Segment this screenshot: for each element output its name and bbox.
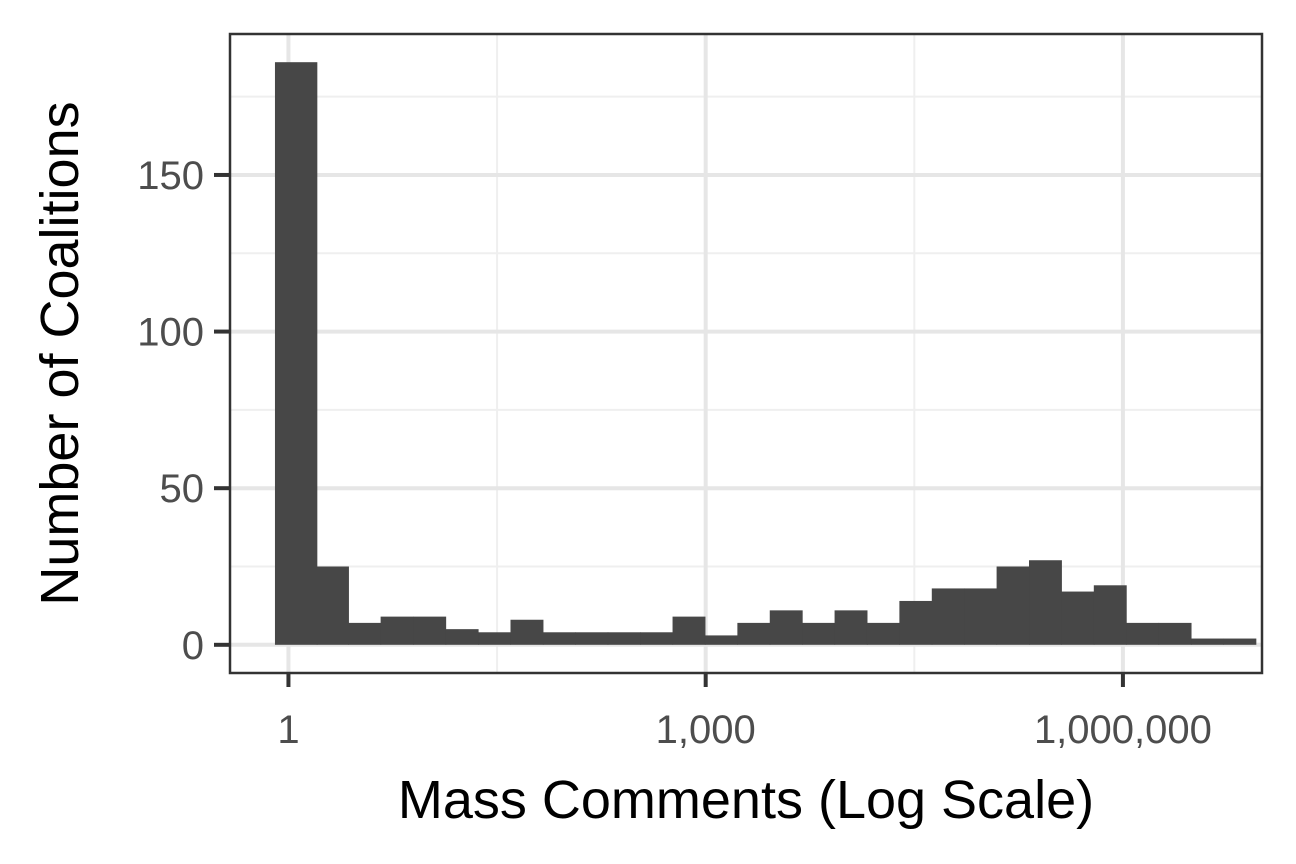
histogram-bar xyxy=(348,622,382,645)
y-tick-label: 100 xyxy=(137,311,204,355)
y-tick-label: 0 xyxy=(182,624,204,668)
histogram-bar xyxy=(445,629,479,645)
y-axis-title: Number of Coalitions xyxy=(30,101,90,605)
histogram-bar xyxy=(1158,622,1192,645)
histogram-bar xyxy=(834,610,868,645)
histogram-bar xyxy=(802,622,836,645)
histogram-bar xyxy=(672,616,706,645)
histogram-bar xyxy=(274,62,318,645)
histogram-bar xyxy=(769,610,803,645)
y-tick-label: 150 xyxy=(137,154,204,198)
histogram-bar xyxy=(704,635,738,645)
histogram-bars xyxy=(274,62,1257,645)
y-tick-label: 50 xyxy=(160,467,205,511)
histogram-bar xyxy=(1223,638,1257,645)
histogram-bar xyxy=(510,619,544,645)
histogram-bar xyxy=(1093,585,1127,645)
histogram-bar xyxy=(542,632,576,645)
histogram-bar xyxy=(478,632,511,645)
y-axis: 0 50 100 150 xyxy=(137,154,230,668)
x-axis: 1 1,000 1,000,000 xyxy=(277,673,1212,752)
x-axis-title: Mass Comments (Log Scale) xyxy=(398,770,1094,830)
x-tick-label: 1,000 xyxy=(656,708,756,752)
x-tick-label: 1 xyxy=(277,708,299,752)
histogram-bar xyxy=(1029,560,1062,645)
histogram-bar xyxy=(575,632,609,645)
grid-minor-lines xyxy=(230,34,1262,673)
histogram-bar xyxy=(316,566,349,645)
histogram-bar xyxy=(866,622,900,645)
histogram-bar xyxy=(1126,622,1160,645)
histogram-bar xyxy=(996,566,1030,645)
histogram-bar xyxy=(964,588,998,645)
histogram-bar xyxy=(640,632,674,645)
histogram-bar xyxy=(413,616,447,645)
histogram-bar xyxy=(931,588,965,645)
histogram-bar xyxy=(1191,638,1224,645)
histogram-bar xyxy=(899,600,933,645)
panel-border xyxy=(228,32,1264,675)
x-tick-label: 1,000,000 xyxy=(1034,708,1212,752)
histogram-bar xyxy=(607,632,641,645)
histogram-bar xyxy=(1061,591,1095,645)
histogram-bar xyxy=(737,622,771,645)
histogram-bar xyxy=(380,616,414,645)
